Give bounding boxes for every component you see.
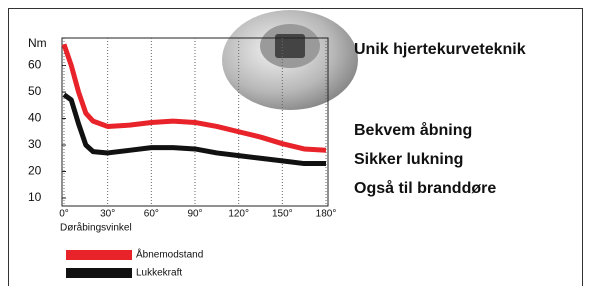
y-tick-label: 40 — [28, 111, 42, 125]
x-tick-label: 60° — [144, 209, 159, 220]
page: Nm Døråbingsvinkel Unik hjertekurvetekni… — [0, 0, 589, 286]
x-axis-label: Døråbingsvinkel — [60, 222, 132, 234]
x-tick-label: 0° — [59, 209, 69, 220]
x-tick-label: 90° — [187, 209, 202, 220]
legend-swatch — [66, 268, 132, 278]
y-axis-label: Nm — [28, 36, 47, 50]
feature-point: Også til branddøre — [354, 179, 496, 197]
y-tick-label: 50 — [28, 84, 42, 98]
y-tick-label: 60 — [28, 58, 42, 72]
legend-label: Åbnemodstand — [136, 248, 203, 261]
y-tick-label: 10 — [28, 190, 42, 204]
y-tick-label: 30 — [28, 137, 42, 151]
x-tick-label: 120° — [228, 209, 249, 220]
product-image — [222, 10, 358, 110]
legend-label: Lukkekraft — [136, 268, 182, 279]
x-tick-label: 150° — [272, 209, 293, 220]
x-tick-label: 180° — [316, 209, 337, 220]
feature-point: Bekvem åbning — [354, 121, 472, 139]
legend-swatch — [66, 250, 132, 260]
y-tick-label: 20 — [28, 164, 42, 178]
feature-point: Sikker lukning — [354, 151, 463, 168]
x-tick-label: 30° — [100, 209, 115, 220]
headline: Unik hjertekurveteknik — [354, 41, 526, 58]
